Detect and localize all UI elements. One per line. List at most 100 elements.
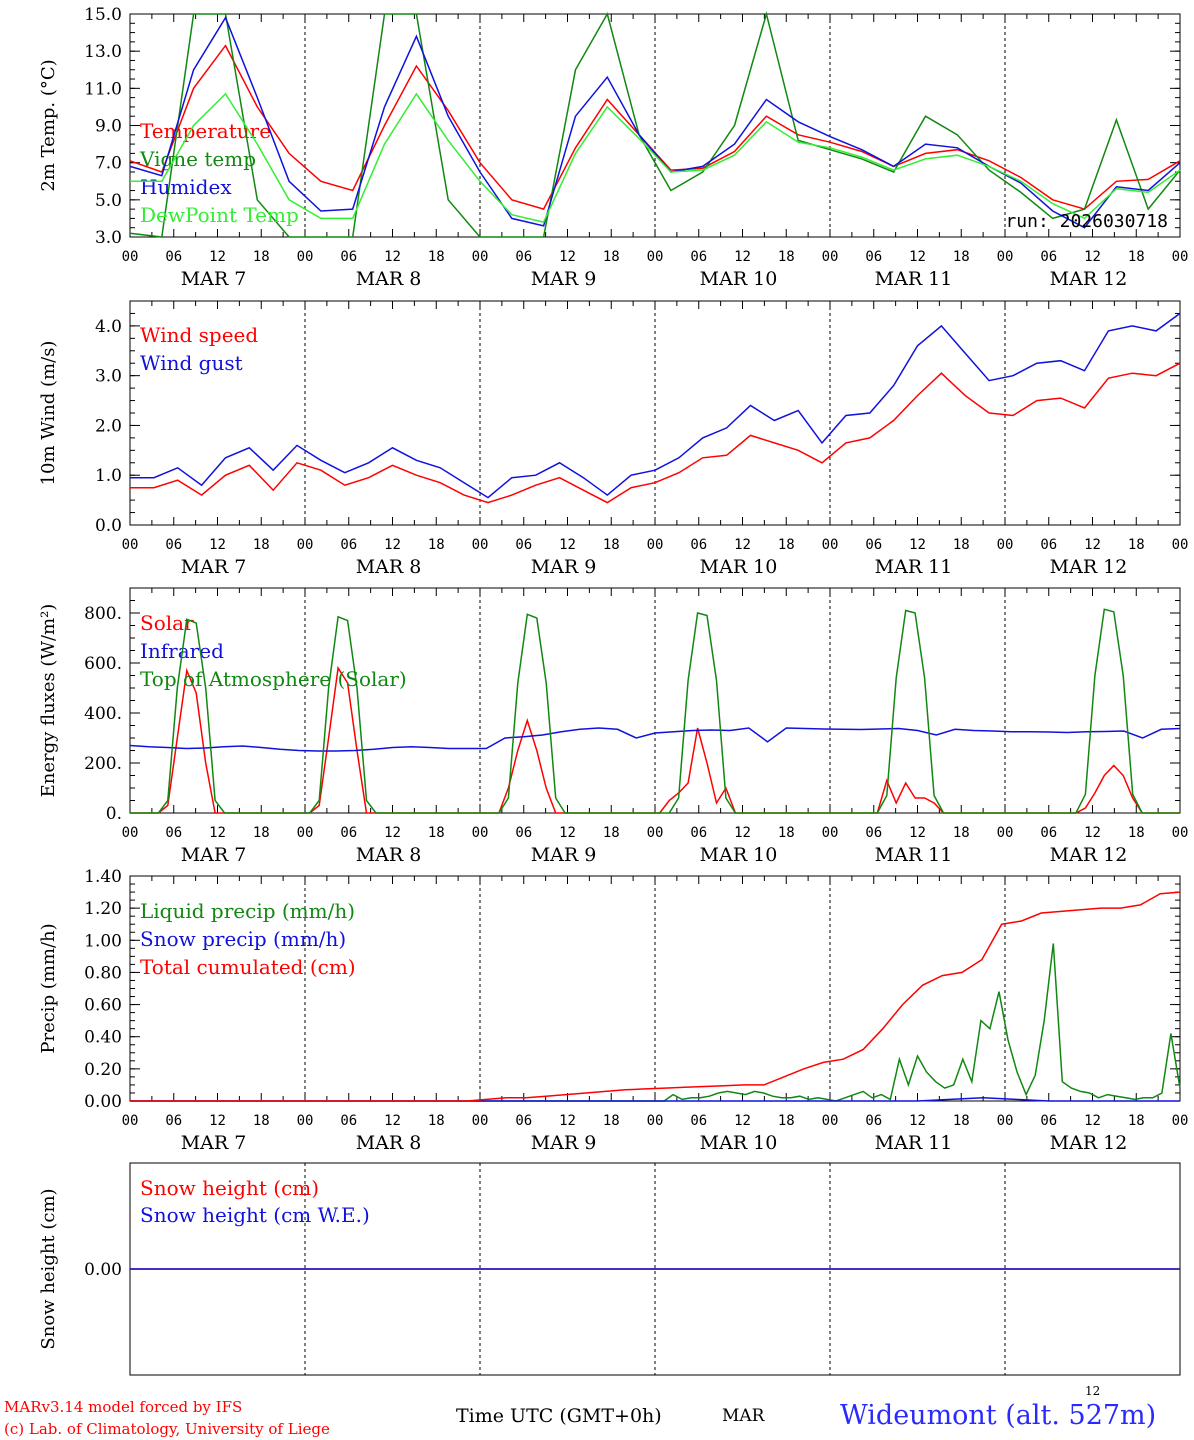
x-tick-label: 12 bbox=[559, 1113, 576, 1129]
x-tick-label: 12 bbox=[559, 825, 576, 841]
time-axis-label: Time UTC (GMT+0h) bbox=[456, 1405, 662, 1427]
x-tick-label: 00 bbox=[1172, 537, 1189, 553]
legend-snow-height-cm-w-e-: Snow height (cm W.E.) bbox=[140, 1203, 370, 1227]
y-tick-label: 1.20 bbox=[84, 899, 122, 919]
y-tick-label: 0.60 bbox=[84, 996, 122, 1016]
x-tick-label: 06 bbox=[1040, 825, 1057, 841]
x-tick-label: 00 bbox=[1172, 825, 1189, 841]
x-tick-label: 18 bbox=[428, 1113, 445, 1129]
x-tick-label: 18 bbox=[603, 1113, 620, 1129]
x-tick-label: 12 bbox=[909, 249, 926, 265]
y-tick-label: 0. bbox=[106, 804, 122, 824]
day-label: MAR 9 bbox=[531, 556, 597, 578]
x-tick-label: 18 bbox=[953, 1113, 970, 1129]
day-label: MAR 12 bbox=[1050, 1132, 1128, 1154]
panel-2: 0.0 1.0 2.0 3.0 4.0 10m Wind (m/s) 00 06 12 18 00 0… bbox=[38, 300, 1189, 578]
x-tick-label: 12 bbox=[559, 249, 576, 265]
x-tick-label: 18 bbox=[428, 249, 445, 265]
x-tick-label: 18 bbox=[253, 249, 270, 265]
legend-liquid-precip-mm-h-: Liquid precip (mm/h) bbox=[140, 899, 355, 923]
x-tick-label: 18 bbox=[428, 825, 445, 841]
x-tick-label: 12 bbox=[559, 537, 576, 553]
plot-frame bbox=[129, 587, 1181, 814]
x-tick-label: 00 bbox=[1172, 1113, 1189, 1129]
x-tick-label: 00 bbox=[997, 1113, 1014, 1129]
x-tick-label: 06 bbox=[690, 1113, 707, 1129]
x-tick-label: 06 bbox=[165, 249, 182, 265]
y-tick-label: 600. bbox=[84, 654, 122, 674]
legend-wind-speed: Wind speed bbox=[140, 323, 258, 347]
x-tick-label: 06 bbox=[865, 1113, 882, 1129]
y-tick-label: 3.0 bbox=[95, 367, 122, 387]
x-tick-label: 12 bbox=[1084, 825, 1101, 841]
legend-snow-precip-mm-h-: Snow precip (mm/h) bbox=[140, 927, 346, 951]
x-tick-label: 00 bbox=[122, 1113, 139, 1129]
y-tick-label: 400. bbox=[84, 704, 122, 724]
y-tick-label: 1.40 bbox=[84, 867, 122, 887]
x-tick-label: 18 bbox=[1128, 249, 1145, 265]
y-tick-label: 11.0 bbox=[84, 79, 122, 99]
series-line-total-cumulated-cm- bbox=[130, 891, 1181, 1102]
x-tick-label: 06 bbox=[515, 1113, 532, 1129]
x-tick-label: 00 bbox=[472, 249, 489, 265]
x-tick-label: 00 bbox=[647, 1113, 664, 1129]
x-tick-label: 12 bbox=[1084, 537, 1101, 553]
day-label: MAR 11 bbox=[875, 1132, 953, 1154]
x-tick-label: 12 bbox=[909, 825, 926, 841]
y-tick-label: 9.0 bbox=[95, 117, 122, 137]
x-tick-label: 00 bbox=[822, 1113, 839, 1129]
legend-dewpoint-temp: DewPoint Temp bbox=[140, 203, 299, 227]
x-tick-label: 18 bbox=[953, 537, 970, 553]
x-tick-label: 12 bbox=[384, 249, 401, 265]
run-label: run: 2026030718 bbox=[1005, 211, 1168, 232]
y-tick-label: 5.0 bbox=[95, 191, 122, 211]
panel-3: 0. 200. 400. 600. 800. Energy fluxes (W/m²) 00… bbox=[38, 587, 1189, 866]
day-label: MAR 8 bbox=[356, 1132, 422, 1154]
day-label: MAR 9 bbox=[531, 844, 597, 866]
station-name: Wideumont (alt. 527m) bbox=[840, 1400, 1157, 1431]
y-tick-label: 0.00 bbox=[84, 1260, 122, 1280]
series-line-humidex bbox=[129, 16, 1181, 229]
x-tick-label: 00 bbox=[472, 1113, 489, 1129]
x-tick-label: 00 bbox=[297, 249, 314, 265]
x-tick-label: 12 bbox=[734, 1113, 751, 1129]
legend-vigne-temp: Vigne temp bbox=[139, 147, 256, 171]
x-tick-label: 06 bbox=[165, 825, 182, 841]
legend-humidex: Humidex bbox=[140, 175, 232, 199]
series-line-wind-speed bbox=[130, 362, 1181, 504]
day-label: MAR 7 bbox=[181, 268, 247, 290]
x-tick-label: 12 bbox=[909, 1113, 926, 1129]
x-tick-label: 00 bbox=[122, 825, 139, 841]
x-tick-label: 06 bbox=[515, 825, 532, 841]
x-tick-label: 00 bbox=[122, 537, 139, 553]
x-tick-label: 12 bbox=[384, 1113, 401, 1129]
x-tick-label: 06 bbox=[340, 537, 357, 553]
x-tick-label: 12 bbox=[209, 1113, 226, 1129]
x-tick-label: 06 bbox=[690, 825, 707, 841]
y-tick-label: 1.0 bbox=[95, 466, 122, 486]
x-tick-label: 00 bbox=[1172, 249, 1189, 265]
x-tick-label: 06 bbox=[165, 537, 182, 553]
y-axis-label: 10m Wind (m/s) bbox=[38, 341, 59, 486]
x-tick-label: 00 bbox=[822, 249, 839, 265]
panel-1: 3.0 5.0 7.0 9.0 11.0 13.0 15.0 2m Temp. (°C) 00 0… bbox=[38, 5, 1188, 290]
x-tick-label: 00 bbox=[822, 825, 839, 841]
day-label: MAR 10 bbox=[700, 556, 778, 578]
x-tick-label: 00 bbox=[647, 249, 664, 265]
y-tick-label: 0.0 bbox=[95, 516, 122, 536]
x-tick-label: 18 bbox=[778, 1113, 795, 1129]
y-tick-label: 4.0 bbox=[95, 317, 122, 337]
hour-label: 12 bbox=[1085, 1384, 1101, 1398]
day-label: MAR 12 bbox=[1050, 268, 1128, 290]
y-tick-label: 2.0 bbox=[95, 416, 122, 436]
day-label: MAR 7 bbox=[181, 556, 247, 578]
x-tick-label: 06 bbox=[690, 249, 707, 265]
x-tick-label: 18 bbox=[1128, 537, 1145, 553]
legend-wind-gust: Wind gust bbox=[140, 351, 243, 375]
x-tick-label: 00 bbox=[297, 825, 314, 841]
legend-temperature: Temperature bbox=[140, 119, 271, 143]
x-tick-label: 00 bbox=[647, 537, 664, 553]
x-tick-label: 12 bbox=[734, 537, 751, 553]
x-tick-label: 00 bbox=[297, 1113, 314, 1129]
x-tick-label: 18 bbox=[778, 537, 795, 553]
